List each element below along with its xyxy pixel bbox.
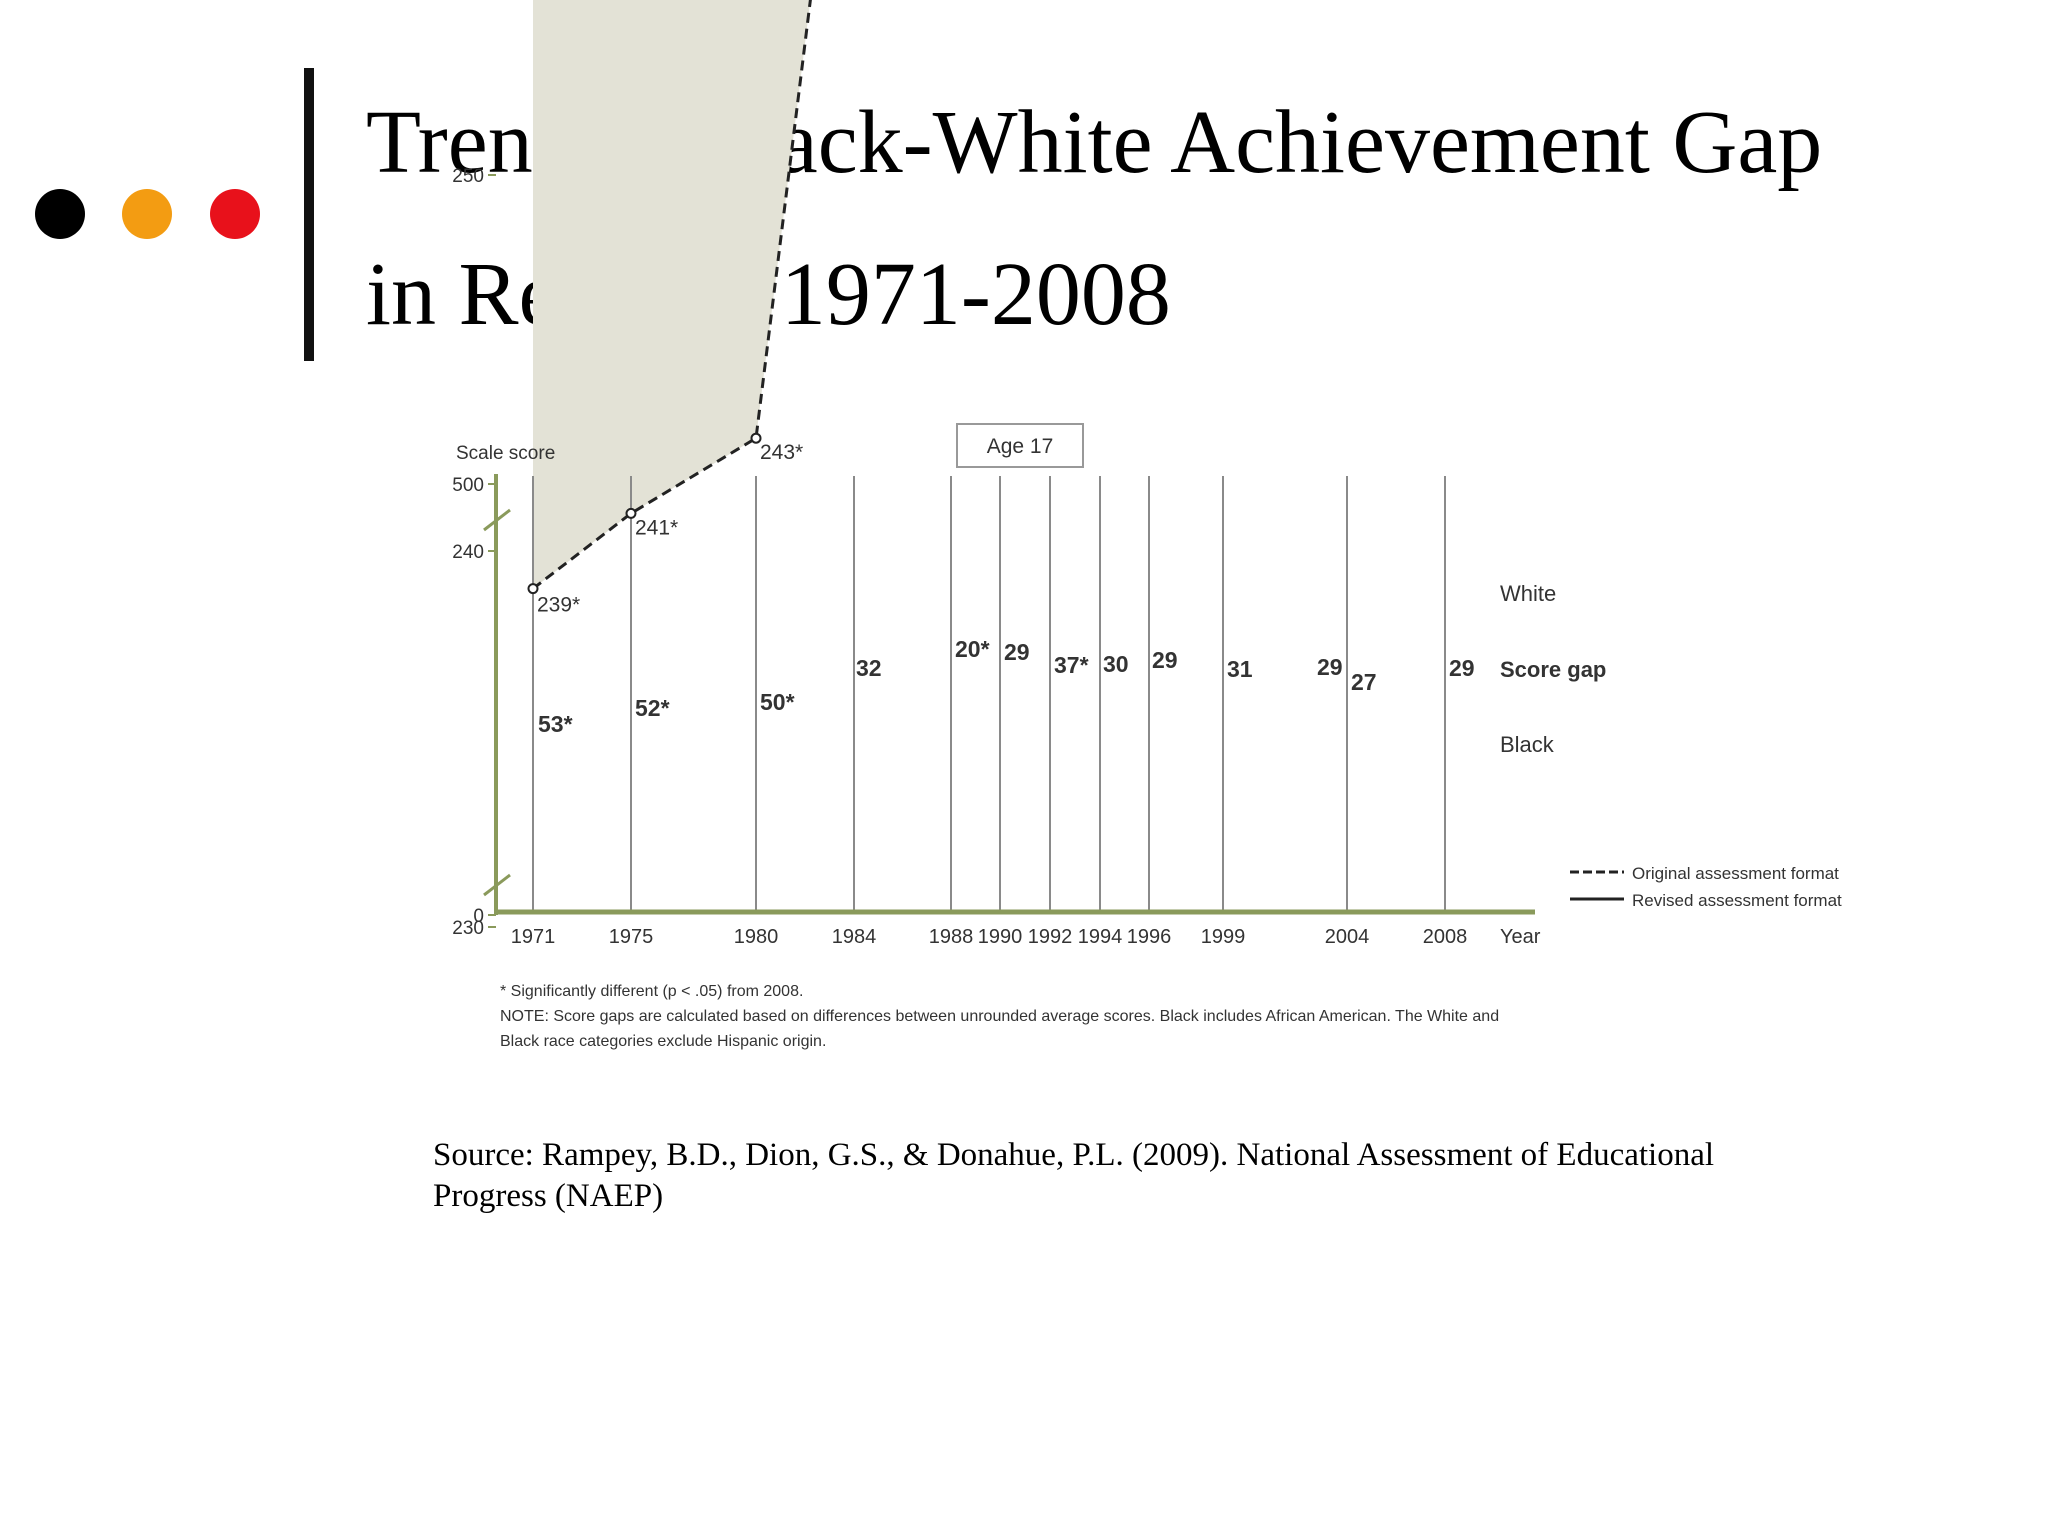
bullet-dot-black xyxy=(35,189,85,239)
black-value-label-1971-0: 239* xyxy=(537,594,580,617)
bullet-dot-red xyxy=(210,189,260,239)
x-tick-label-1988: 1988 xyxy=(929,926,974,948)
score-gap-label-2008-12: 29 xyxy=(1449,655,1475,681)
x-tick-label-1996: 1996 xyxy=(1127,926,1172,948)
series-name-black: Black xyxy=(1500,732,1555,757)
x-tick-label-1971: 1971 xyxy=(511,926,556,948)
x-axis-title: Year xyxy=(1500,926,1541,948)
chart-footnote-note-cont: Black race categories exclude Hispanic o… xyxy=(500,1033,826,1050)
series-name-white: White xyxy=(1500,581,1556,606)
x-tick-label-1980: 1980 xyxy=(734,926,779,948)
source-citation: Source: Rampey, B.D., Dion, G.S., & Dona… xyxy=(433,1137,1715,1214)
chart-footnote-note: NOTE: Score gaps are calculated based on… xyxy=(500,1008,1499,1025)
legend-original-label: Original assessment format xyxy=(1632,864,1839,883)
series-name-score-gap: Score gap xyxy=(1500,657,1606,682)
x-tick-label-2008: 2008 xyxy=(1423,926,1468,948)
score-gap-area xyxy=(533,0,811,589)
black-point-1980-2 xyxy=(750,432,762,444)
score-gap-label-1975-1: 52* xyxy=(635,695,670,721)
y-tick-label-0: 0 xyxy=(473,906,484,927)
panel-label: Age 17 xyxy=(987,435,1054,458)
score-gap-label-1984-3: 32 xyxy=(856,655,882,681)
x-tick-label-1975: 1975 xyxy=(609,926,654,948)
score-gap-label-1999-9: 31 xyxy=(1227,656,1253,682)
y-axis-title: Scale score xyxy=(456,443,555,464)
score-gap-label-2004-10: 29 xyxy=(1317,654,1343,680)
y-tick-label-230: 230 xyxy=(452,918,484,939)
y-tick-label-500: 500 xyxy=(452,475,484,496)
black-value-label-1980-2: 243* xyxy=(760,441,803,464)
score-gap-label-1990-5: 29 xyxy=(1004,639,1030,665)
achievement-gap-chart: 0230240250260270280290300310500Scale sco… xyxy=(452,0,1842,1050)
panel-label-box xyxy=(956,423,1084,468)
x-tick-label-1984: 1984 xyxy=(832,926,877,948)
bullet-dot-orange xyxy=(122,189,172,239)
y-axis-break-bottom xyxy=(483,873,511,897)
legend-revised-label: Revised assessment format xyxy=(1632,891,1842,910)
chart-footnote-significance: * Significantly different (p < .05) from… xyxy=(500,983,803,1000)
y-tick-label-250: 250 xyxy=(452,166,484,187)
x-tick-label-1992: 1992 xyxy=(1028,926,1073,948)
score-gap-label-1980-2: 50* xyxy=(760,689,795,715)
y-axis-break-top xyxy=(483,508,511,532)
x-tick-label-1999: 1999 xyxy=(1201,926,1246,948)
score-gap-label-2004-11: 27 xyxy=(1351,669,1377,695)
x-tick-label-1990: 1990 xyxy=(978,926,1023,948)
x-tick-label-2004: 2004 xyxy=(1325,926,1370,948)
score-gap-label-1992-6: 37* xyxy=(1054,652,1089,678)
score-gap-label-1994-7: 30 xyxy=(1103,651,1129,677)
score-gap-label-1996-8: 29 xyxy=(1152,647,1178,673)
title-divider xyxy=(304,68,314,361)
black-point-1975-1 xyxy=(625,507,637,519)
black-value-label-1975-1: 241* xyxy=(635,516,678,539)
y-tick-label-240: 240 xyxy=(452,542,484,563)
score-gap-label-1988-4: 20* xyxy=(955,636,990,662)
black-point-1971-0 xyxy=(527,583,539,595)
score-gap-label-1971-0: 53* xyxy=(538,711,573,737)
x-tick-label-1994: 1994 xyxy=(1078,926,1123,948)
